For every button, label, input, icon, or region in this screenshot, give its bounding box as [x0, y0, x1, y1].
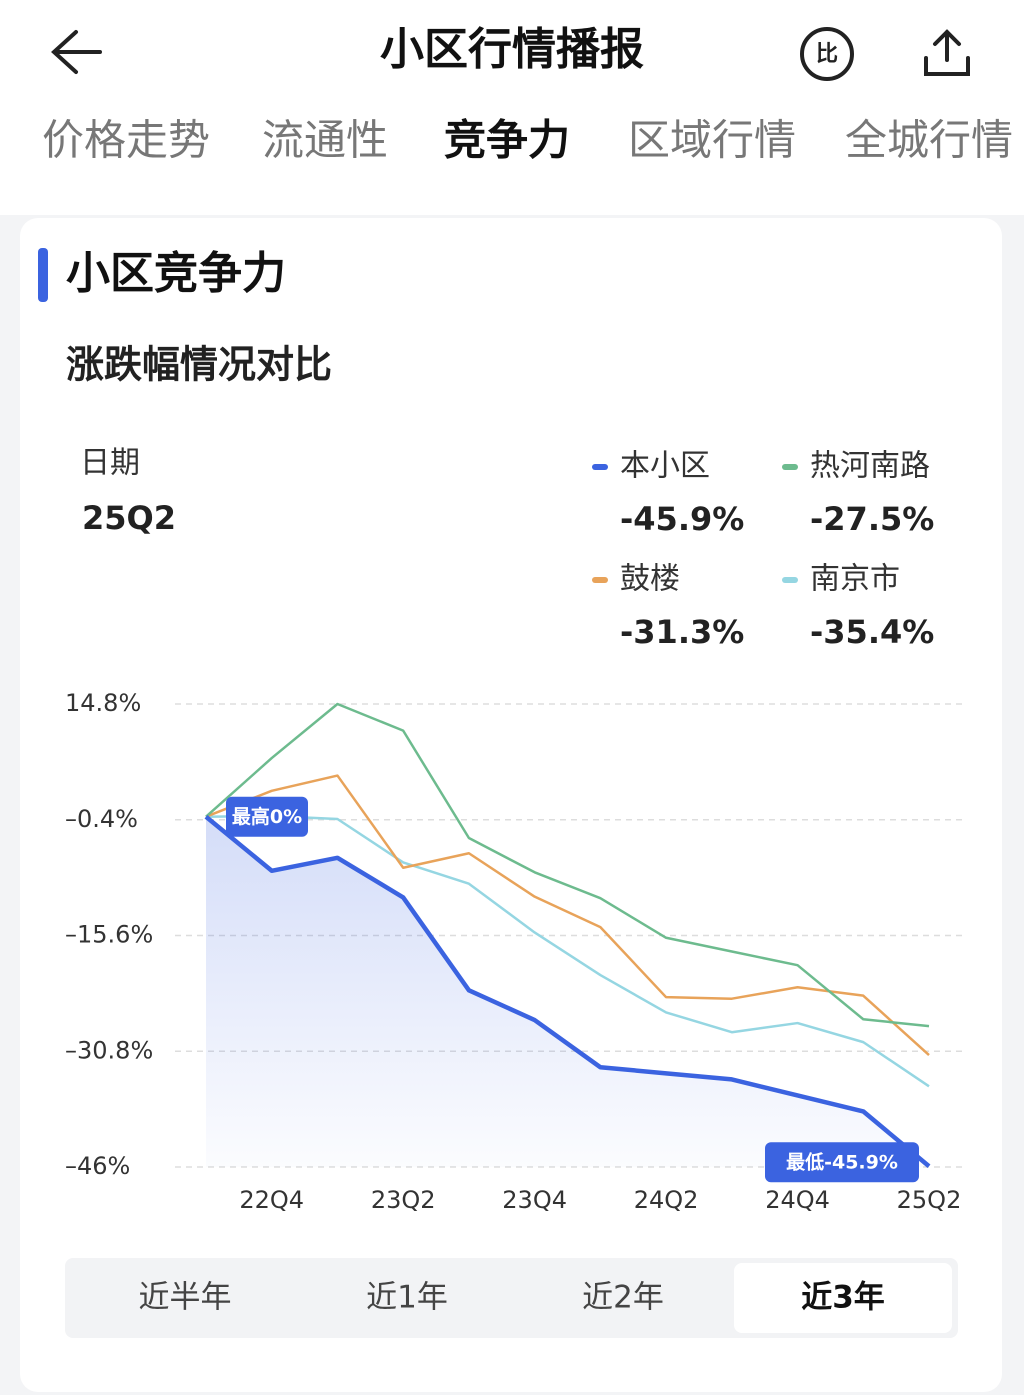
area	[206, 816, 929, 1167]
legend-swatch	[592, 577, 608, 583]
x-tick-label: 22Q4	[239, 1186, 304, 1214]
legend-swatch	[782, 464, 798, 470]
tab[interactable]: 全城行情	[845, 116, 1013, 165]
compare-button[interactable]: 比	[800, 27, 854, 81]
page-title: 小区行情播报	[380, 24, 644, 75]
legend-value: -31.3%	[620, 613, 744, 651]
legend-label: 本小区	[620, 449, 710, 484]
legend-label: 南京市	[810, 562, 900, 597]
y-tick-label: –46%	[65, 1152, 130, 1180]
legend-label: 鼓楼	[620, 562, 680, 597]
period-button[interactable]: 近3年	[801, 1280, 885, 1316]
legend-value: -45.9%	[620, 500, 744, 538]
legend-label: 热河南路	[810, 449, 930, 484]
section-title: 小区竞争力	[66, 248, 286, 299]
y-tick-label: 14.8%	[65, 689, 141, 717]
annotation: 最高0%	[232, 805, 302, 828]
legend-value: -35.4%	[810, 613, 934, 651]
line	[205, 814, 930, 1088]
back-button[interactable]	[51, 30, 102, 74]
section-marker	[38, 248, 48, 302]
x-tick-label: 23Q4	[502, 1186, 567, 1214]
legend-swatch	[592, 464, 608, 470]
period-active-bg	[734, 1263, 952, 1333]
section-subtitle: 涨跌幅情况对比	[66, 343, 332, 387]
y-tick-label: –0.4%	[65, 805, 138, 833]
line	[205, 774, 930, 1056]
line	[204, 814, 931, 1168]
tab[interactable]: 竞争力	[444, 116, 570, 165]
tab[interactable]: 流通性	[262, 116, 388, 165]
period-button[interactable]: 近1年	[366, 1280, 448, 1316]
period-button[interactable]: 近2年	[582, 1280, 664, 1316]
annotation-box	[226, 796, 308, 837]
x-tick-label: 24Q2	[634, 1186, 699, 1214]
y-tick-label: –30.8%	[65, 1036, 153, 1064]
legend-value: -27.5%	[810, 500, 934, 538]
date-label: 日期	[80, 446, 140, 481]
line	[205, 702, 930, 1028]
legend-swatch	[782, 577, 798, 583]
x-tick-label: 25Q2	[897, 1186, 962, 1214]
card	[20, 218, 1002, 1392]
x-tick-label: 23Q2	[371, 1186, 436, 1214]
svg-text:比: 比	[816, 42, 838, 67]
tab[interactable]: 价格走势	[42, 116, 210, 165]
y-tick-label: –15.6%	[65, 921, 153, 949]
x-tick-label: 24Q4	[765, 1186, 830, 1214]
date-value: 25Q2	[82, 499, 176, 537]
tab[interactable]: 区域行情	[628, 116, 796, 165]
period-button[interactable]: 近半年	[139, 1280, 232, 1316]
share-button[interactable]	[924, 29, 970, 76]
annotation-box	[765, 1142, 919, 1183]
annotation: 最低-45.9%	[786, 1151, 898, 1174]
